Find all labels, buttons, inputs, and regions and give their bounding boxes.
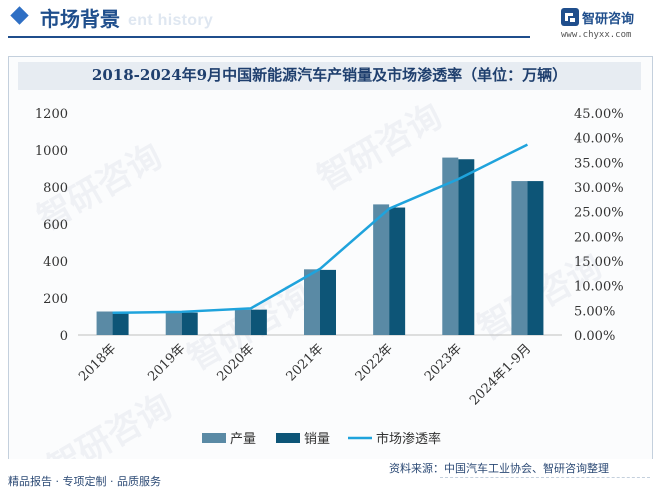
bar-production bbox=[96, 311, 113, 335]
y2-tick-label: 0.00% bbox=[574, 329, 615, 344]
y2-tick-label: 5.00% bbox=[574, 304, 615, 319]
header-bar: ent history 市场背景 智研咨询 www.chyxx.com bbox=[0, 0, 659, 40]
x-tick-label: 2020年 bbox=[214, 341, 257, 384]
y2-tick-label: 20.00% bbox=[574, 230, 624, 245]
bar-sales bbox=[250, 309, 267, 335]
bar-production bbox=[373, 204, 390, 335]
bar-sales bbox=[112, 311, 129, 335]
legend-swatch-sales bbox=[276, 433, 300, 443]
chart-title-bar bbox=[18, 62, 641, 90]
bar-sales bbox=[527, 181, 544, 335]
legend-label-sales: 销量 bbox=[304, 432, 330, 447]
y-tick-label: 200 bbox=[43, 292, 68, 307]
footer-tagline: 精品报告 · 专项定制 · 品质服务 bbox=[8, 475, 161, 488]
x-tick-label: 2019年 bbox=[145, 341, 188, 384]
source-note: 资料来源：中国汽车工业协会、智研咨询整理 bbox=[389, 462, 609, 475]
y-tick-label: 800 bbox=[43, 181, 68, 196]
section-title: 市场背景 bbox=[40, 7, 120, 31]
header-divider bbox=[8, 36, 530, 38]
bar-sales bbox=[181, 312, 198, 335]
legend-label-production: 产量 bbox=[230, 432, 256, 447]
bar-sales bbox=[320, 269, 336, 335]
bar-sales bbox=[458, 159, 475, 335]
section-title-ghost: ent history bbox=[128, 12, 214, 29]
legend-label-rate: 市场渗透率 bbox=[376, 431, 441, 447]
y-tick-label: 600 bbox=[43, 218, 68, 233]
y2-tick-label: 10.00% bbox=[574, 280, 624, 295]
bar-production bbox=[304, 269, 320, 335]
y2-tick-label: 30.00% bbox=[574, 181, 624, 196]
x-tick-label: 2024年1-9月 bbox=[467, 341, 534, 408]
y2-tick-label: 40.00% bbox=[574, 132, 624, 147]
legend-swatch-production bbox=[202, 433, 226, 443]
bar-production bbox=[511, 181, 528, 335]
y2-tick-label: 45.00% bbox=[574, 107, 624, 122]
bar-production bbox=[442, 157, 459, 335]
y2-tick-label: 15.00% bbox=[574, 255, 624, 270]
brand-name: 智研咨询 bbox=[582, 12, 635, 27]
footer bbox=[0, 459, 659, 493]
x-tick-label: 2018年 bbox=[76, 341, 119, 384]
brand-logo-icon bbox=[561, 8, 579, 26]
footer-divider bbox=[440, 477, 650, 478]
y2-tick-label: 25.00% bbox=[574, 206, 624, 221]
x-tick-label: 2021年 bbox=[284, 341, 327, 384]
x-tick-label: 2022年 bbox=[353, 341, 396, 384]
bar-production bbox=[165, 312, 182, 335]
y-tick-label: 1200 bbox=[35, 107, 68, 122]
brand-url: www.chyxx.com bbox=[561, 30, 632, 40]
y-tick-label: 1000 bbox=[35, 144, 68, 159]
bar-production bbox=[234, 309, 251, 335]
y2-tick-label: 35.00% bbox=[574, 156, 624, 171]
line-penetration-rate bbox=[112, 143, 528, 315]
bar-sales bbox=[389, 207, 406, 335]
y-tick-label: 400 bbox=[43, 255, 68, 270]
x-tick-label: 2023年 bbox=[422, 341, 465, 384]
y-tick-label: 0 bbox=[60, 329, 68, 344]
chart-title: 2018-2024年9月中国新能源汽车产销量及市场渗透率（单位：万辆） bbox=[91, 66, 568, 84]
